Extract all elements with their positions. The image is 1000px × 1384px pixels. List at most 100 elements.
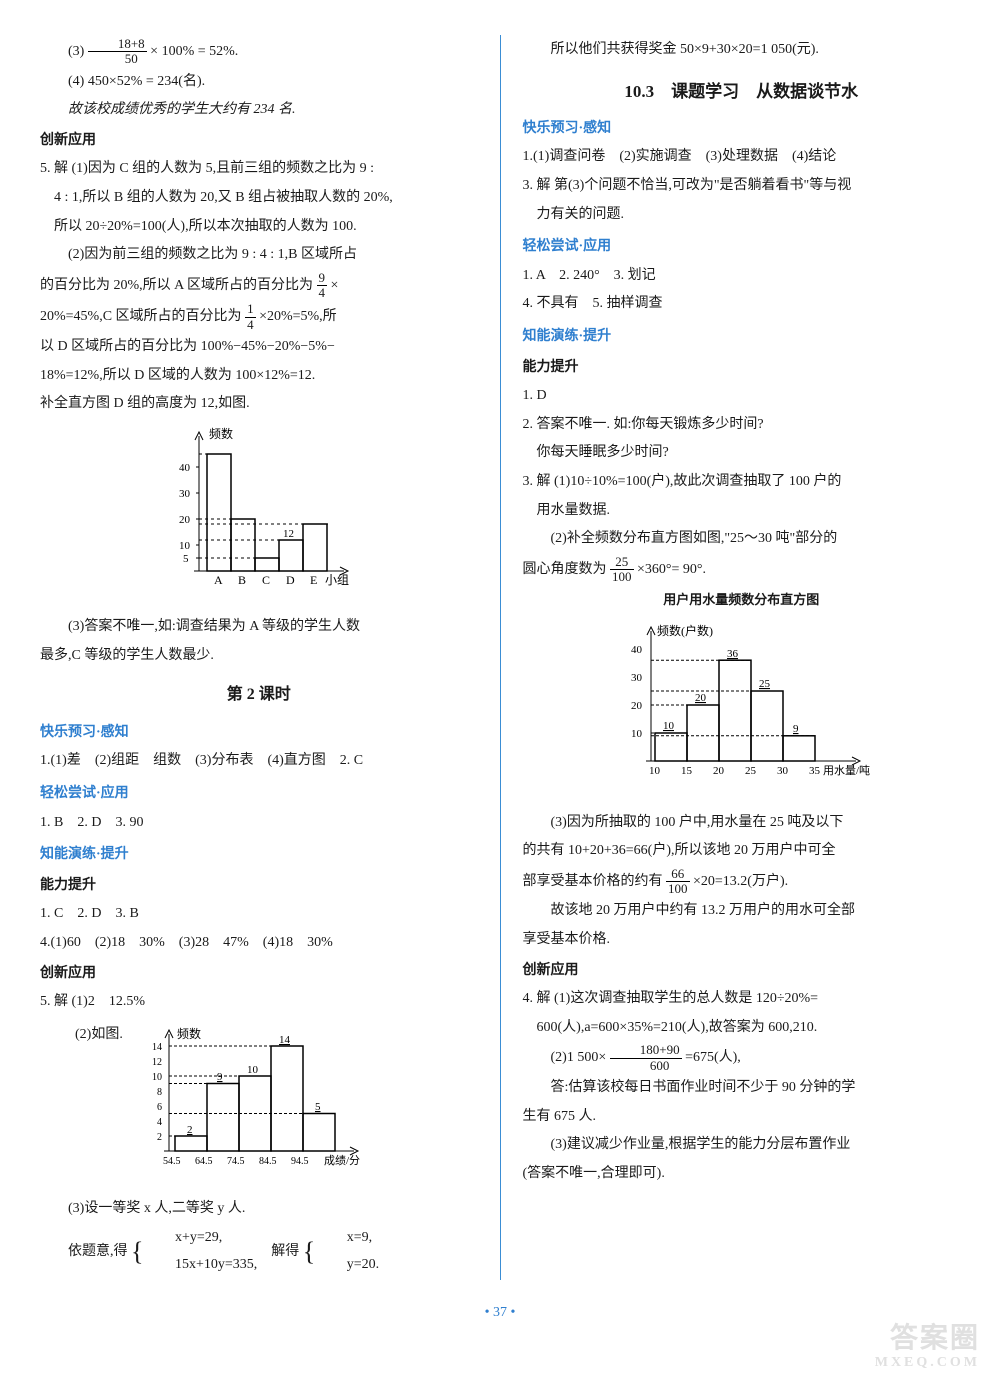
r-q4g: (3)建议减少作业量,根据学生的能力分层布置作业	[523, 1132, 961, 1159]
svg-text:25: 25	[745, 765, 757, 777]
svg-text:E: E	[310, 573, 317, 587]
svg-text:A: A	[214, 573, 223, 587]
l2-q5-3: (3)设一等奖 x 人,二等奖 y 人.	[40, 1196, 478, 1223]
r-nl3i: ×20=13.2(万户).	[693, 874, 788, 889]
r-nl3a: 3. 解 (1)10÷10%=100(户),故此次调查抽取了 100 户的	[523, 469, 961, 496]
frac-180-90-600: 180+90 600	[610, 1043, 682, 1073]
chart2-svg: 频数 2 4 6 8 10 12 14	[129, 1026, 369, 1176]
r-top: 所以他们共获得奖金 50×9+30×20=1 050(元).	[523, 37, 961, 64]
l2-q5: 5. 解 (1)2 12.5%	[40, 989, 478, 1016]
q5-p3a: (3)答案不唯一,如:调查结果为 A 等级的学生人数	[40, 614, 478, 641]
r-nl3k: 享受基本价格.	[523, 927, 961, 954]
r-nl3h: 部享受基本价格的约有	[523, 874, 667, 889]
page-number: 37	[493, 1305, 507, 1320]
q5-p2b: 的百分比为 20%,所以 A 区域所占的百分比为	[40, 278, 317, 293]
svg-text:20: 20	[179, 514, 191, 526]
l2-q4: 4.(1)60 (2)18 30% (3)28 47% (4)18 30%	[40, 930, 478, 957]
svg-text:25: 25	[759, 678, 771, 690]
r-nl1: 1. D	[523, 383, 961, 410]
r-q3a: 3. 解 第(3)个问题不恰当,可改为"是否躺着看书"等与视	[523, 173, 961, 200]
svg-text:10: 10	[649, 765, 661, 777]
l2-q1: 1.(1)差 (2)组距 组数 (3)分布表 (4)直方图 2. C	[40, 748, 478, 775]
r-q3b: 力有关的问题.	[523, 202, 961, 229]
page-columns: (3) 18+8 50 × 100% = 52%. (4) 450×52% = …	[40, 35, 960, 1280]
frac-1-4: 1 4	[245, 302, 256, 332]
svg-text:15: 15	[681, 765, 693, 777]
svg-text:10: 10	[179, 540, 191, 552]
chart-2: 频数 2 4 6 8 10 12 14	[129, 1026, 369, 1187]
section-cxyy-1: 创新应用	[40, 128, 478, 155]
eq-line-4-note: 故该校成绩优秀的学生大约有 234 名.	[40, 97, 478, 124]
chart3-caption: 用户用水量频数分布直方图	[523, 588, 961, 613]
q5-p3b: 最多,C 等级的学生人数最少.	[40, 643, 478, 670]
svg-text:5: 5	[315, 1101, 321, 1113]
svg-text:12: 12	[152, 1057, 162, 1068]
eq-line-4: (4) 450×52% = 234(名).	[40, 69, 478, 96]
q5-p2a: (2)因为前三组的频数之比为 9 : 4 : 1,B 区域所占	[40, 242, 478, 269]
r-q4h: (答案不唯一,合理即可).	[523, 1161, 961, 1188]
section-klyx-1: 快乐预习·感知	[40, 720, 478, 747]
r-q4c: (2)1 500×	[551, 1050, 610, 1065]
q5-p2g: 18%=12%,所以 D 区域的人数为 100×12%=12.	[40, 363, 478, 390]
eq-line-3: (3) 18+8 50 × 100% = 52%.	[40, 37, 478, 67]
r-q4d: =675(人),	[685, 1050, 741, 1065]
svg-text:10: 10	[152, 1072, 162, 1083]
svg-text:成绩/分: 成绩/分	[324, 1154, 360, 1167]
r-qs1: 1. A 2. 240° 3. 划记	[523, 263, 961, 290]
l2-q5-2: (2)如图.	[40, 1022, 123, 1049]
svg-text:用水量/吨: 用水量/吨	[823, 764, 870, 777]
eq3-rest: × 100% = 52%.	[150, 44, 238, 59]
r-nl3c: (2)补全频数分布直方图如图,"25～30 吨"部分的	[523, 526, 961, 553]
svg-text:30: 30	[777, 765, 789, 777]
r-q4b: 600(人),a=600×35%=210(人),故答案为 600,210.	[523, 1015, 961, 1042]
svg-text:10: 10	[663, 720, 675, 732]
section-znyl-2: 知能演练·提升	[523, 324, 961, 351]
svg-text:9: 9	[793, 723, 799, 735]
svg-text:4: 4	[157, 1117, 162, 1128]
svg-text:14: 14	[152, 1042, 162, 1053]
svg-text:54.5: 54.5	[163, 1156, 181, 1167]
q5-p2h: 补全直方图 D 组的高度为 12,如图.	[40, 391, 478, 418]
svg-text:6: 6	[157, 1102, 162, 1113]
right-column: 所以他们共获得奖金 50×9+30×20=1 050(元). 10.3 课题学习…	[523, 35, 961, 1280]
svg-text:30: 30	[179, 488, 191, 500]
frac-66-100: 66 100	[666, 867, 690, 897]
svg-text:35: 35	[809, 765, 821, 777]
r-q4e: 答:估算该校每日书面作业时间不少于 90 分钟的学	[523, 1075, 961, 1102]
section-cxyy-3: 创新应用	[523, 958, 961, 985]
r-nl3h-line: 部享受基本价格的约有 66 100 ×20=13.2(万户).	[523, 867, 961, 897]
svg-text:频数(户数): 频数(户数)	[657, 623, 713, 638]
watermark-big: 答案圈	[890, 1323, 980, 1354]
chart3-svg: 频数(户数) 10 20 30 40 10 20 36	[601, 621, 881, 791]
section-10-3-title: 10.3 课题学习 从数据谈节水	[523, 76, 961, 108]
svg-text:5: 5	[183, 553, 189, 565]
r-q1: 1.(1)调查问卷 (2)实施调查 (3)处理数据 (4)结论	[523, 144, 961, 171]
svg-text:64.5: 64.5	[195, 1156, 213, 1167]
l2-q5-4: 依题意,得	[68, 1244, 128, 1259]
l2-q5-sol: 解得	[271, 1244, 299, 1259]
q5-p2d: 20%=45%,C 区域所占的百分比为	[40, 309, 245, 324]
frac-25-100: 25 100	[610, 555, 634, 585]
frac-9-4: 9 4	[317, 271, 328, 301]
r-nl3g: 的共有 10+20+36=66(户),所以该地 20 万用户中可全	[523, 838, 961, 865]
l2-qs: 1. B 2. D 3. 90	[40, 810, 478, 837]
svg-text:10: 10	[247, 1064, 259, 1076]
r-nl3d: 圆心角度数为	[523, 562, 611, 577]
chart-1: 频数 5 10 20 30 40 12 A	[40, 426, 478, 607]
l2-nl: 1. C 2. D 3. B	[40, 901, 478, 928]
r-nl3b: 用水量数据.	[523, 498, 961, 525]
svg-text:B: B	[238, 573, 246, 587]
svg-text:小组: 小组	[325, 573, 349, 587]
sys-sol-1: x=9, y=20.	[319, 1225, 379, 1278]
eq3-label: (3)	[68, 44, 88, 59]
q5-p2b-line: 的百分比为 20%,所以 A 区域所占的百分比为 9 4 ×	[40, 271, 478, 301]
left-column: (3) 18+8 50 × 100% = 52%. (4) 450×52% = …	[40, 35, 478, 1280]
svg-text:40: 40	[179, 462, 191, 474]
r-nl3e: ×360°= 90°.	[637, 562, 706, 577]
q5-p2c: ×	[331, 278, 339, 293]
r-qs2: 4. 不具有 5. 抽样调查	[523, 291, 961, 318]
chart1-svg: 频数 5 10 20 30 40 12 A	[159, 426, 359, 596]
chart-3: 频数(户数) 10 20 30 40 10 20 36	[523, 621, 961, 802]
section-cxyy-2: 创新应用	[40, 961, 478, 988]
watermark-small: MXEQ.COM	[875, 1355, 980, 1370]
